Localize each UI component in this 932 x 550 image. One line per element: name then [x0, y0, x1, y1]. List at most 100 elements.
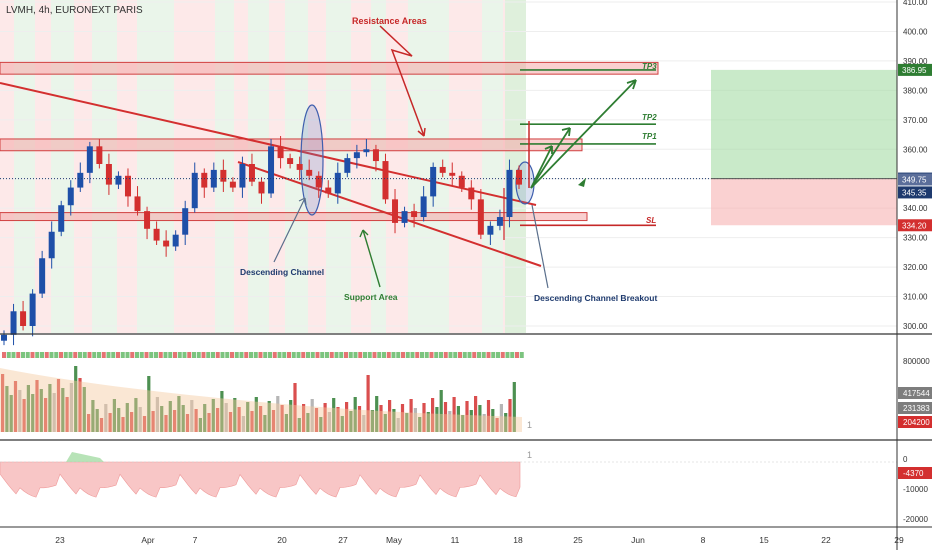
- volume-bar: [181, 405, 185, 432]
- volume-strip-cell: [477, 352, 481, 358]
- volume-strip-cell: [410, 352, 415, 358]
- volume-strip-cell: [453, 352, 458, 358]
- volume-strip-cell: [44, 352, 49, 358]
- volume-bar: [61, 388, 65, 432]
- candle-body: [268, 146, 275, 194]
- volume-bar: [491, 409, 495, 432]
- candle-body: [48, 231, 55, 259]
- volume-bar: [349, 411, 353, 432]
- volume-strip-cell: [396, 352, 401, 358]
- volume-bar: [332, 398, 336, 432]
- volume-bar: [271, 410, 276, 432]
- projection-arrow: [530, 127, 571, 189]
- time-tick-label: 15: [759, 535, 769, 545]
- session-band: [371, 0, 386, 333]
- volume-bar: [138, 407, 142, 432]
- volume-bar: [319, 417, 323, 432]
- volume-strip-cell: [272, 352, 277, 358]
- volume-strip-cell: [401, 352, 405, 358]
- volume-bar: [22, 399, 26, 432]
- price-tick-label: 370.00: [903, 116, 928, 125]
- candle-body: [134, 196, 141, 212]
- volume-bar: [185, 414, 190, 432]
- time-tick-label: May: [386, 535, 403, 545]
- session-band: [51, 0, 74, 333]
- volume-strip-cell: [291, 352, 296, 358]
- candle-body: [201, 172, 208, 188]
- price-tick-label: 410.00: [903, 0, 928, 7]
- volume-strip-cell: [225, 352, 230, 358]
- time-tick-label: 7: [193, 535, 198, 545]
- annotation-label: TP1: [642, 132, 657, 141]
- volume-bar: [211, 399, 215, 432]
- volume-bar: [99, 418, 104, 432]
- candle-body: [315, 175, 322, 188]
- session-band: [351, 0, 371, 333]
- candle-body: [258, 181, 265, 194]
- price-badge-label: 334.20: [902, 221, 927, 230]
- volume-bar: [289, 400, 293, 432]
- candle-body: [20, 311, 27, 326]
- volume-bar: [400, 404, 405, 432]
- volume-bar: [340, 416, 344, 432]
- volume-bar: [508, 399, 512, 432]
- candle-body: [353, 152, 360, 159]
- volume-bar: [220, 391, 224, 432]
- price-badge-label: 345.35: [902, 188, 927, 197]
- volume-strip-cell: [458, 352, 462, 358]
- volume-bar: [82, 387, 86, 432]
- volume-bar: [121, 417, 125, 432]
- volume-strip-cell: [196, 352, 201, 358]
- volume-bar: [486, 400, 491, 432]
- volume-strip-cell: [201, 352, 206, 358]
- candle-body: [401, 211, 408, 223]
- time-tick-label: 25: [573, 535, 583, 545]
- volume-strip-cell: [25, 352, 30, 358]
- candle-body: [458, 175, 465, 188]
- volume-strip-cell: [391, 352, 396, 358]
- volume-bar: [52, 393, 56, 432]
- volume-strip-cell: [21, 352, 25, 358]
- volume-strip-cell: [92, 352, 97, 358]
- volume-strip-cell: [372, 352, 377, 358]
- volume-bar: [452, 397, 456, 432]
- trade-levels: [503, 69, 656, 240]
- session-band: [468, 0, 482, 333]
- volume-strip-cell: [382, 352, 386, 358]
- session-band: [386, 0, 408, 333]
- oscillator-marker: 1: [527, 450, 532, 460]
- volume-badge: [898, 416, 932, 428]
- volume-strip-cell: [329, 352, 334, 358]
- volume-strip-cell: [486, 352, 491, 358]
- volume-bar: [383, 414, 387, 432]
- volume-bar: [56, 379, 61, 432]
- volume-bar: [409, 399, 413, 432]
- volume-strip-cell: [481, 352, 486, 358]
- volume-strip-cell: [87, 352, 92, 358]
- oscillator-badge: [898, 467, 932, 479]
- volume-bar: [418, 417, 422, 432]
- volume-strip-cell: [472, 352, 477, 358]
- volume-strip-cell: [54, 352, 59, 358]
- price-badge: [898, 63, 932, 76]
- session-band: [449, 0, 468, 333]
- candle-body: [468, 187, 475, 200]
- volume-bar: [310, 399, 314, 432]
- annotation-label: Descending Channel Breakout: [534, 293, 657, 303]
- volume-strip-cell: [244, 352, 249, 358]
- candle-body: [29, 293, 36, 326]
- annotation-label: TP2: [642, 113, 657, 122]
- volume-strip-cell: [415, 352, 420, 358]
- volume-strip-cell: [230, 352, 234, 358]
- volume-strip-cell: [500, 352, 505, 358]
- candle-body: [487, 225, 494, 235]
- volume-bar: [375, 396, 379, 432]
- volume-strip-cell: [78, 352, 82, 358]
- candle-body: [372, 149, 379, 162]
- price-tick-label: 340.00: [903, 204, 928, 213]
- volume-strip-cell: [177, 352, 182, 358]
- volume-strip-cell: [491, 352, 496, 358]
- volume-marker: 1: [527, 420, 532, 430]
- volume-strip-cell: [253, 352, 258, 358]
- volume-strip-cell: [206, 352, 211, 358]
